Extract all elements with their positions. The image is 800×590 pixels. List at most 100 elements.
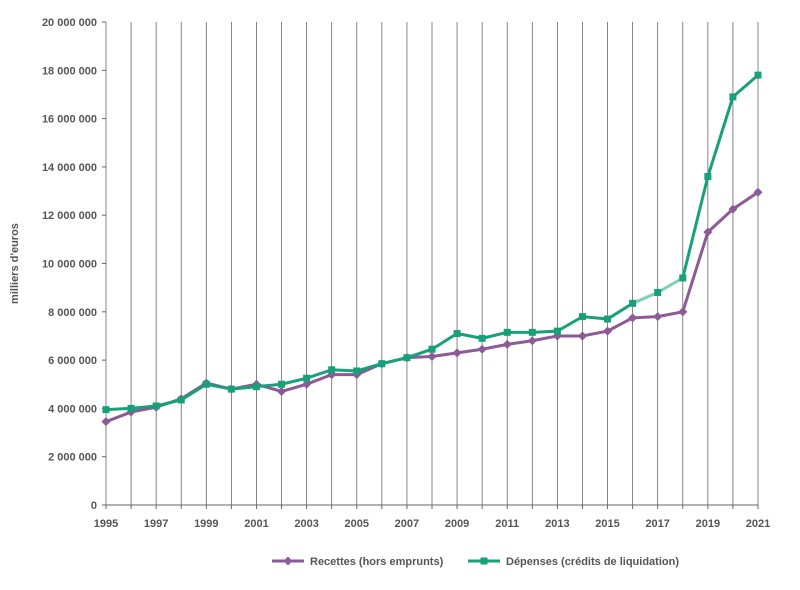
- vertical-gridlines: [105, 22, 759, 505]
- data-point: [527, 336, 537, 346]
- series-segment: [580, 329, 610, 338]
- legend-label: Recettes (hors emprunts): [310, 556, 444, 568]
- x-tick-label: 2011: [495, 518, 519, 530]
- series-segment: [305, 373, 334, 386]
- series-segment: [731, 73, 760, 99]
- data-point: [704, 173, 712, 181]
- data-point: [453, 330, 461, 338]
- data-point: [679, 274, 687, 282]
- data-point: [629, 299, 637, 307]
- series-segment: [656, 310, 685, 319]
- data-point: [578, 313, 586, 321]
- data-point: [653, 312, 663, 322]
- series-segment: [580, 315, 610, 321]
- x-tick-label: 2007: [395, 518, 419, 530]
- series-segment: [254, 382, 284, 389]
- series-segment: [204, 382, 233, 391]
- axes: [102, 21, 759, 509]
- data-point: [628, 313, 638, 323]
- series-segment: [129, 404, 158, 410]
- data-point: [152, 402, 160, 410]
- data-point: [302, 379, 312, 389]
- data-point: [477, 344, 487, 354]
- legend-marker: [283, 556, 293, 566]
- data-point: [353, 367, 361, 375]
- data-point: [403, 354, 411, 362]
- series-segment: [681, 175, 710, 280]
- series-segment: [480, 330, 509, 340]
- series-segment: [405, 347, 434, 360]
- data-point: [754, 71, 762, 79]
- series-segment: [104, 410, 133, 424]
- y-axis-label: milliers d'euros: [9, 223, 21, 304]
- series-segment: [355, 362, 384, 373]
- data-point: [252, 383, 260, 391]
- data-point: [678, 307, 688, 317]
- data-point: [502, 339, 512, 349]
- series-segment: [555, 315, 584, 333]
- series-segment: [530, 334, 559, 343]
- series-segment: [656, 276, 685, 294]
- x-tick-label: 2003: [294, 518, 318, 530]
- series-segment: [305, 368, 334, 380]
- x-tick-label: 2019: [696, 518, 720, 530]
- data-point: [452, 348, 462, 358]
- y-tick-labels: 0 2 000 000 4 000 000 6 000 000 8 000 000 10 …: [42, 17, 97, 512]
- series-segment: [530, 329, 559, 334]
- x-tick-labels: 1995 1997 1999 2001 2003 2005 2007 2009 2011 2013…: [94, 518, 770, 530]
- data-point: [102, 406, 110, 414]
- x-tick-label: 1997: [144, 518, 168, 530]
- series-segment: [280, 376, 309, 386]
- x-tick-label: 2013: [545, 518, 569, 530]
- data-point: [577, 331, 587, 341]
- data-point: [478, 334, 486, 342]
- y-tick-label: 14 000 000: [42, 162, 97, 174]
- data-point: [378, 360, 386, 368]
- series-segment: [480, 342, 509, 351]
- data-point: [278, 380, 286, 388]
- data-point: [328, 366, 336, 374]
- series-segment: [606, 301, 635, 321]
- series-2: [102, 71, 762, 414]
- y-tick-label: 4 000 000: [48, 403, 97, 415]
- data-point: [127, 404, 135, 412]
- x-tick-label: 2009: [445, 518, 469, 530]
- series-segment: [229, 385, 258, 391]
- data-point: [177, 396, 185, 404]
- series-group: [101, 71, 763, 427]
- x-tick-label: 2001: [244, 518, 268, 530]
- y-tick-label: 0: [91, 500, 97, 512]
- series-segment: [129, 405, 158, 414]
- x-tick-label: 2017: [645, 518, 669, 530]
- data-point: [528, 328, 536, 336]
- series-segment: [380, 356, 409, 366]
- legend: Recettes (hors emprunts) Dépenses (crédit…: [272, 556, 679, 568]
- data-point: [303, 374, 311, 382]
- data-point: [654, 288, 662, 296]
- series-segment: [430, 332, 459, 351]
- legend-item-2: Dépenses (crédits de liquidation): [468, 556, 679, 568]
- data-point: [603, 326, 613, 336]
- data-point: [703, 227, 713, 237]
- x-tick-label: 2005: [345, 518, 369, 530]
- series-segment: [631, 290, 660, 305]
- data-point: [202, 380, 210, 388]
- series-segment: [330, 368, 359, 373]
- series-segment: [430, 351, 459, 358]
- data-point: [553, 327, 561, 335]
- y-tick-label: 8 000 000: [48, 307, 97, 319]
- series-segment: [455, 347, 484, 355]
- data-point: [101, 417, 111, 427]
- data-point: [503, 328, 511, 336]
- y-tick-label: 10 000 000: [42, 259, 97, 271]
- y-tick-label: 12 000 000: [42, 210, 97, 222]
- y-tick-label: 16 000 000: [42, 114, 97, 126]
- data-point: [728, 204, 738, 214]
- series-segment: [681, 230, 710, 314]
- series-segment: [706, 207, 735, 234]
- data-point: [753, 187, 763, 197]
- series-segment: [455, 332, 484, 340]
- y-tick-label: 6 000 000: [48, 355, 97, 367]
- data-point: [277, 386, 287, 396]
